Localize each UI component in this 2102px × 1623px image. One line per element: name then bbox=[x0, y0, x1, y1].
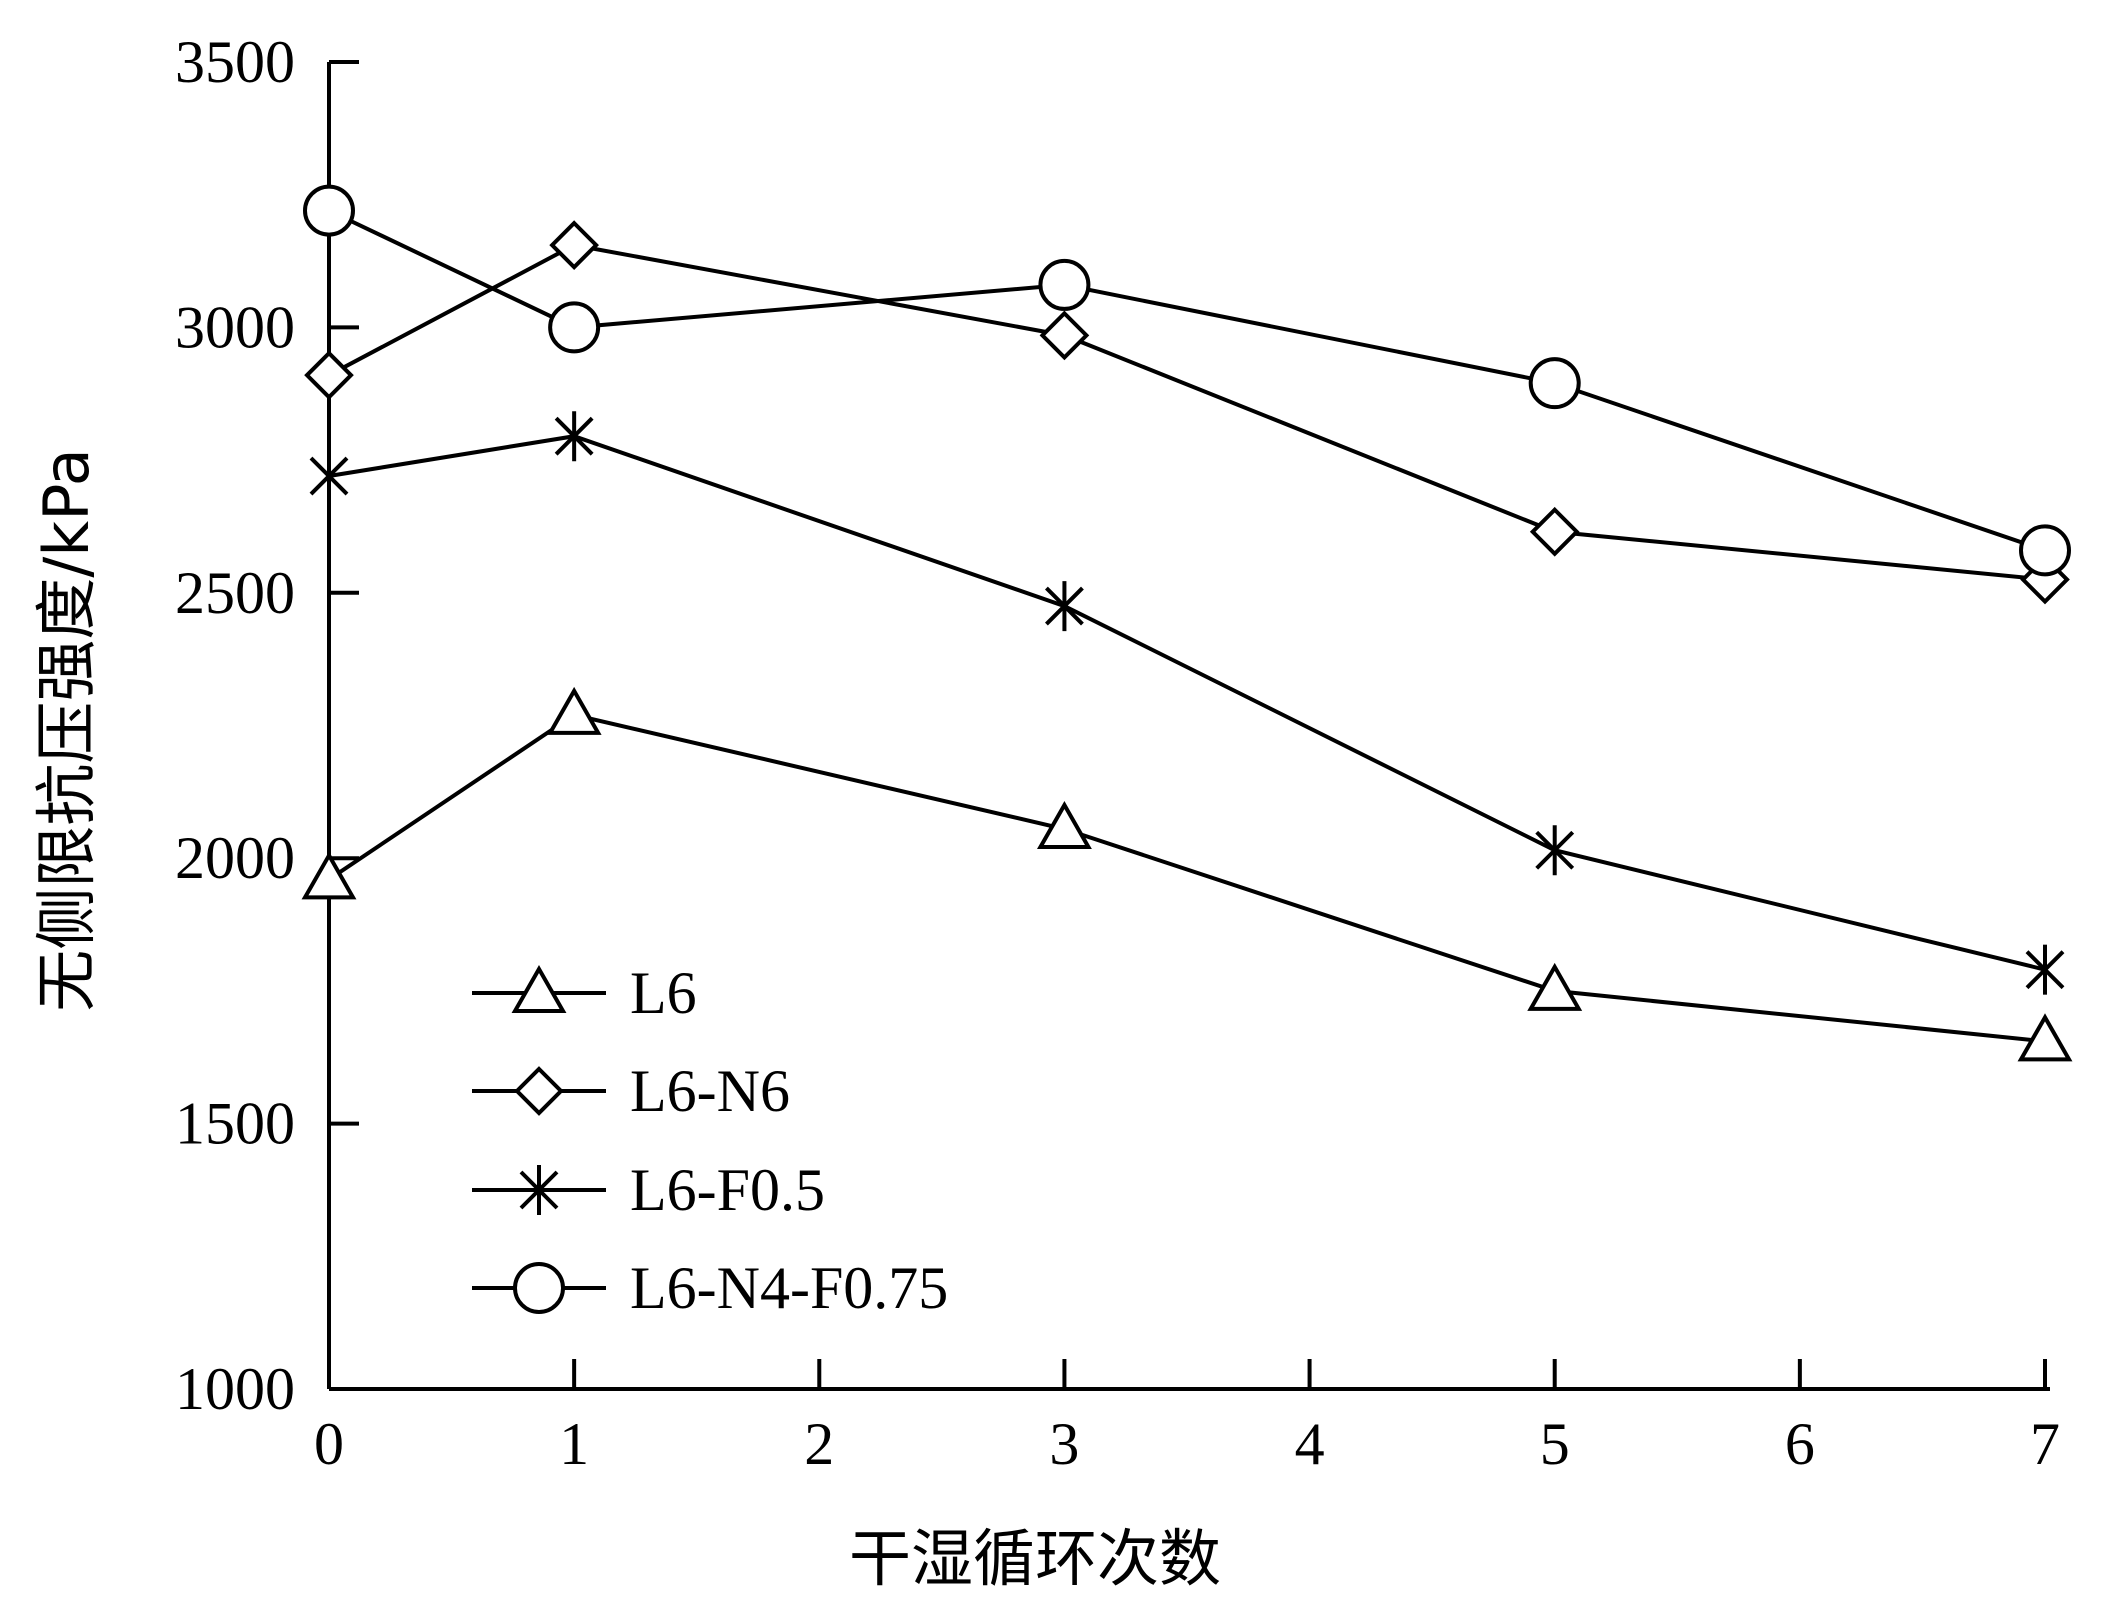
x-tick-label: 4 bbox=[1295, 1411, 1325, 1477]
y-tick-label: 1500 bbox=[175, 1091, 295, 1157]
series-l6-n4-f0-75 bbox=[303, 184, 2071, 577]
x-tick-label: 5 bbox=[1540, 1411, 1570, 1477]
triangle-marker bbox=[301, 851, 357, 900]
legend-item: L6-N6 bbox=[472, 1058, 790, 1124]
asterisk-marker bbox=[2025, 944, 2065, 995]
circle-marker bbox=[2019, 524, 2071, 577]
diamond-marker bbox=[1039, 310, 1090, 361]
x-axis-title: 干湿循环次数 bbox=[849, 1522, 1221, 1595]
circle-marker bbox=[303, 184, 355, 237]
axes bbox=[327, 62, 2050, 1391]
legend-item: L6-N4-F0.75 bbox=[472, 1255, 948, 1321]
asterisk-stroke bbox=[519, 1170, 559, 1210]
circle-marker bbox=[1528, 357, 1581, 410]
legend-item: L6 bbox=[472, 960, 697, 1026]
y-tick-label: 2500 bbox=[175, 560, 295, 626]
y-tick-label: 1000 bbox=[175, 1356, 295, 1422]
legend-label: L6-N6 bbox=[630, 1058, 790, 1124]
series-line bbox=[328, 243, 2046, 582]
asterisk-marker bbox=[554, 411, 594, 462]
asterisk-marker bbox=[1535, 825, 1575, 876]
diamond-marker bbox=[549, 220, 599, 270]
x-tick-label: 1 bbox=[559, 1411, 589, 1477]
triangle-marker bbox=[511, 964, 567, 1013]
y-axis-title: 无侧限抗压强度/kPa bbox=[30, 448, 103, 1011]
diamond-marker bbox=[1529, 506, 1580, 557]
triangle-marker bbox=[1036, 800, 1092, 850]
legend: L6 L6-N6 L6-F0.5 L6-N4-F0.75 bbox=[472, 960, 948, 1321]
series-line bbox=[328, 434, 2046, 972]
x-tick-label: 2 bbox=[804, 1411, 834, 1477]
asterisk-marker bbox=[309, 451, 349, 502]
asterisk-stroke bbox=[1535, 830, 1575, 870]
x-tick-label: 3 bbox=[1049, 1411, 1079, 1477]
y-tick-label: 3000 bbox=[175, 294, 295, 360]
x-tick-label: 7 bbox=[2030, 1411, 2060, 1477]
asterisk-stroke bbox=[1045, 586, 1084, 626]
legend-label: L6-F0.5 bbox=[630, 1157, 825, 1223]
legend-label: L6-N4-F0.75 bbox=[630, 1255, 948, 1321]
circle-marker bbox=[1038, 258, 1091, 311]
legend-item: L6-F0.5 bbox=[472, 1157, 825, 1223]
legend-label: L6 bbox=[630, 960, 697, 1026]
circle-marker bbox=[513, 1262, 565, 1314]
triangle-marker bbox=[1527, 962, 1583, 1011]
diamond-marker bbox=[514, 1066, 564, 1116]
ticks: 1000 1500 2000 2500 3000 3500 0 1 2 3 4 5 6 7 bbox=[175, 29, 2060, 1477]
triangle-marker bbox=[2017, 1013, 2073, 1062]
series-l6-f0-5 bbox=[309, 411, 2065, 995]
y-tick-label: 2000 bbox=[175, 825, 295, 891]
series-l6 bbox=[301, 686, 2073, 1062]
diamond-marker bbox=[304, 350, 354, 401]
circle-marker bbox=[548, 301, 601, 354]
series-group bbox=[301, 184, 2073, 1062]
asterisk-stroke bbox=[2025, 950, 2065, 990]
series-l6-n6 bbox=[304, 220, 2070, 605]
asterisk-stroke bbox=[309, 456, 349, 496]
triangle-marker bbox=[546, 686, 602, 735]
y-tick-label: 3500 bbox=[175, 29, 295, 95]
asterisk-stroke bbox=[554, 416, 594, 456]
series-line bbox=[328, 208, 2046, 553]
x-tick-label: 0 bbox=[314, 1411, 344, 1477]
x-tick-label: 6 bbox=[1785, 1411, 1815, 1477]
asterisk-marker bbox=[1045, 581, 1084, 632]
asterisk-marker bbox=[519, 1165, 559, 1215]
